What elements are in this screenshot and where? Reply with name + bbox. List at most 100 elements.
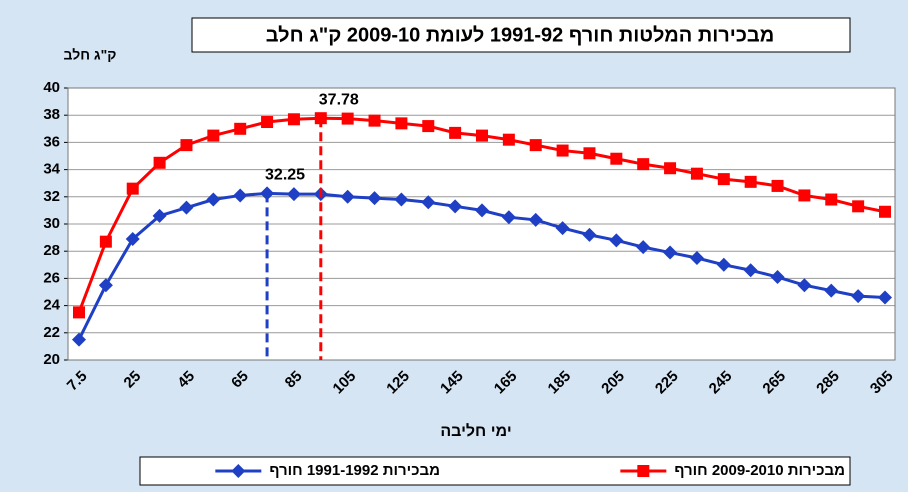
marker [797, 278, 812, 293]
marker [555, 221, 570, 236]
x-tick-label: 165 [491, 368, 521, 398]
marker [314, 112, 327, 125]
marker [180, 139, 193, 152]
marker [72, 332, 86, 347]
marker [449, 126, 462, 139]
x-tick-label: 145 [437, 368, 467, 398]
y-tick-label: 20 [43, 351, 60, 368]
y-tick-label: 26 [43, 269, 60, 286]
marker [852, 200, 865, 213]
legend-label: מבכירות 1991-1992 חורף [269, 462, 440, 479]
marker [368, 114, 381, 127]
marker [825, 193, 838, 206]
marker [99, 235, 112, 248]
x-tick-label: 7.5 [64, 368, 91, 395]
x-tick-label: 305 [867, 368, 897, 398]
y-tick-label: 22 [43, 324, 60, 341]
x-tick-label: 265 [759, 368, 789, 398]
marker [475, 203, 489, 218]
marker [879, 205, 891, 218]
marker [582, 227, 597, 242]
marker [206, 192, 221, 207]
marker [528, 212, 543, 227]
marker [664, 162, 677, 175]
x-tick-label: 25 [121, 368, 145, 392]
marker [716, 257, 731, 272]
marker [529, 139, 542, 152]
marker [126, 182, 139, 195]
marker [422, 120, 435, 133]
marker [125, 231, 140, 246]
y-tick-label: 34 [43, 161, 60, 178]
marker [502, 133, 515, 146]
marker [207, 129, 220, 142]
data-label: 32.25 [265, 167, 305, 184]
plot-border [67, 87, 896, 361]
x-tick-label: 285 [813, 368, 843, 398]
marker [771, 179, 784, 192]
x-tick-label: 45 [174, 368, 198, 392]
marker [770, 270, 785, 285]
marker [717, 173, 730, 186]
marker [286, 187, 301, 202]
marker [421, 195, 436, 210]
marker [367, 191, 382, 206]
marker [234, 122, 247, 135]
x-tick-label: 185 [545, 368, 575, 398]
legend-label: מבכירות 2009-2010 חורף [674, 462, 845, 479]
marker [743, 263, 758, 278]
marker [744, 175, 757, 188]
marker [798, 189, 811, 202]
marker [610, 152, 623, 165]
marker [394, 192, 409, 207]
marker [395, 117, 408, 130]
x-axis-label: ימי חליבה [440, 422, 511, 440]
data-label: 37.78 [319, 91, 359, 108]
y-tick-label: 38 [43, 106, 60, 123]
marker [476, 129, 488, 142]
y-tick-label: 32 [43, 188, 60, 205]
marker [556, 144, 569, 157]
x-tick-label: 105 [330, 368, 360, 398]
marker [824, 283, 839, 298]
x-tick-label: 125 [383, 368, 413, 398]
marker [287, 113, 300, 126]
marker [663, 245, 678, 260]
y-tick-label: 36 [43, 133, 60, 150]
legend-marker [231, 464, 246, 478]
x-tick-label: 245 [706, 368, 736, 398]
marker [448, 199, 463, 214]
x-tick-label: 225 [652, 368, 682, 398]
marker [341, 112, 354, 125]
marker [609, 233, 624, 248]
x-tick-label: 65 [228, 368, 252, 392]
x-tick-label: 205 [598, 368, 628, 398]
marker [878, 290, 892, 305]
title-box [191, 17, 851, 53]
marker [583, 147, 596, 160]
marker [340, 189, 355, 204]
y-tick-label: 30 [43, 215, 60, 232]
marker [501, 210, 516, 225]
marker [851, 289, 866, 304]
legend-marker [637, 465, 650, 477]
marker [153, 156, 166, 169]
x-tick-label: 85 [282, 368, 306, 392]
marker [98, 278, 113, 293]
marker [261, 116, 274, 128]
marker [73, 306, 85, 319]
y-tick-label: 40 [43, 79, 60, 96]
marker [637, 158, 650, 171]
y-axis-label: ק"ג חלב [64, 47, 117, 63]
y-tick-label: 28 [43, 242, 60, 259]
marker [260, 186, 275, 201]
marker [689, 251, 704, 265]
marker [179, 200, 194, 215]
chart-title: מבכירות המלטות חורף 1991-92 לעומת 2009-1… [266, 24, 774, 46]
marker [233, 188, 248, 203]
marker [636, 240, 651, 255]
marker [152, 208, 167, 223]
marker [690, 167, 703, 180]
y-tick-label: 24 [43, 297, 60, 314]
